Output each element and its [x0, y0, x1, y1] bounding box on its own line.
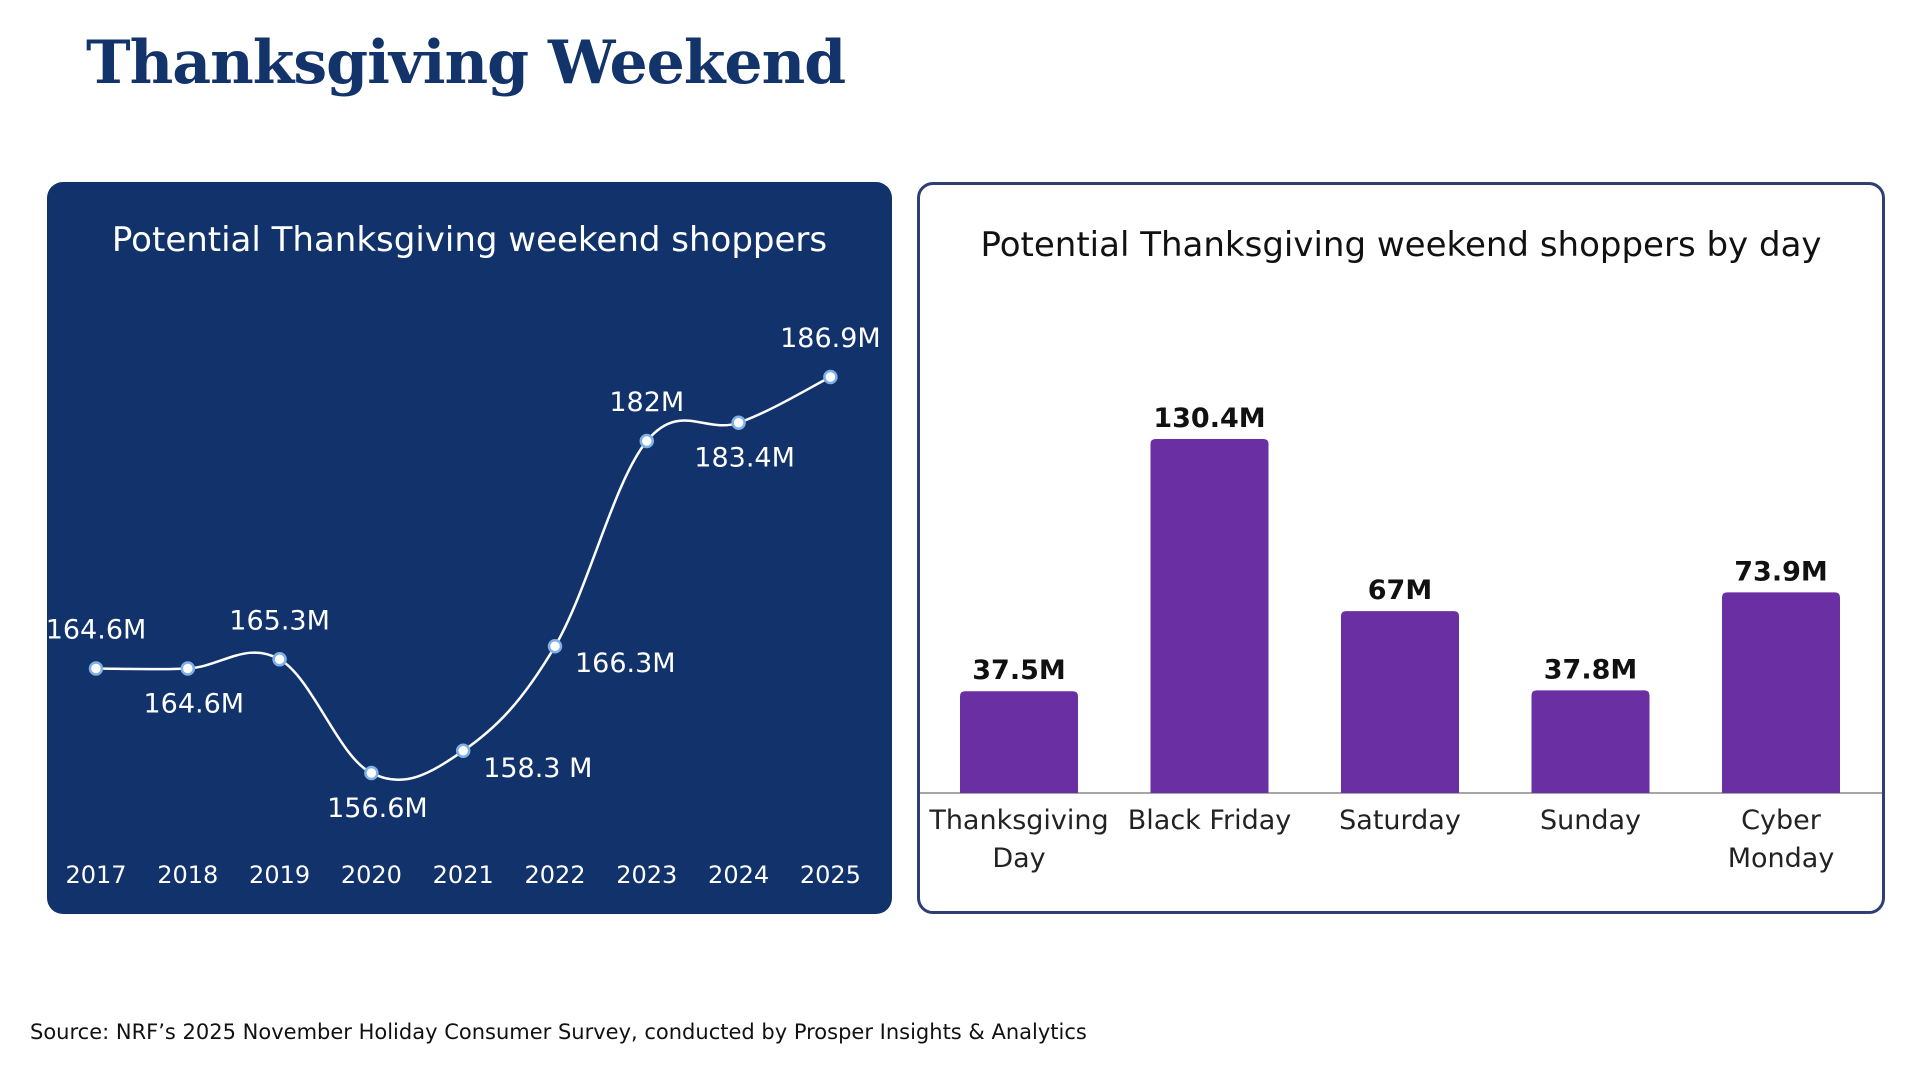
x-tick-label: 2024 [708, 861, 769, 889]
x-tick-label: 2025 [800, 861, 861, 889]
data-label: 186.9M [780, 323, 881, 354]
bar-value-label: 37.5M [972, 655, 1066, 686]
page-title: Thanksgiving Weekend [86, 28, 846, 98]
x-tick-label: 2023 [616, 861, 677, 889]
x-tick-label: 2019 [249, 861, 310, 889]
line-point [455, 743, 471, 759]
line-point [272, 652, 287, 667]
line-point [180, 661, 196, 676]
data-label: 183.4M [694, 443, 795, 474]
bar [960, 691, 1078, 793]
bar-value-label: 73.9M [1734, 556, 1828, 587]
x-tick-label: 2018 [157, 861, 218, 889]
bar [1722, 592, 1840, 793]
line-point [639, 433, 655, 449]
data-label: 164.6M [144, 688, 245, 719]
bar-chart-panel: Potential Thanksgiving weekend shoppers … [917, 182, 1885, 914]
line-point [547, 638, 563, 654]
x-tick-label: 2022 [524, 861, 585, 889]
category-label: Monday [1728, 843, 1835, 874]
data-label: 166.3M [575, 648, 676, 679]
bar-chart: 37.5M Thanksgiving Day 130.4M Black Friday 67… [920, 403, 1882, 874]
category-label: Saturday [1339, 805, 1461, 836]
data-label: 156.6M [327, 793, 428, 824]
category-label: Cyber [1741, 805, 1822, 836]
bar [1150, 439, 1269, 793]
line-point [731, 415, 746, 430]
bar [1341, 611, 1459, 793]
bar-value-label: 130.4M [1153, 403, 1265, 434]
line-chart-title: Potential Thanksgiving weekend shoppers [111, 220, 828, 260]
line-chart: 164.6M 2017 164.6M 2018 165.3M 2019 156.6M 2020… [46, 323, 881, 889]
data-label: 182M [609, 387, 684, 418]
bar-value-label: 67M [1368, 575, 1432, 606]
category-label: Thanksgiving [928, 805, 1108, 836]
bar-value-label: 37.8M [1544, 654, 1638, 685]
line-point [364, 765, 379, 781]
x-tick-label: 2017 [65, 861, 126, 889]
bar-chart-title: Potential Thanksgiving weekend shoppers … [980, 225, 1822, 265]
line-series [95, 375, 831, 782]
x-tick-label: 2021 [433, 861, 494, 889]
x-tick-label: 2020 [341, 861, 402, 889]
category-label: Day [992, 843, 1045, 874]
category-label: Sunday [1540, 805, 1641, 836]
data-label: 164.6M [46, 614, 147, 645]
data-label: 165.3M [229, 605, 330, 636]
data-label: 158.3 M [483, 753, 592, 784]
bar [1531, 690, 1650, 793]
line-point [88, 661, 104, 676]
source-note: Source: NRF’s 2025 November Holiday Cons… [30, 1020, 1087, 1044]
line-chart-panel: Potential Thanksgiving weekend shoppers … [46, 182, 892, 914]
category-label: Black Friday [1128, 805, 1291, 836]
line-point [823, 369, 838, 385]
